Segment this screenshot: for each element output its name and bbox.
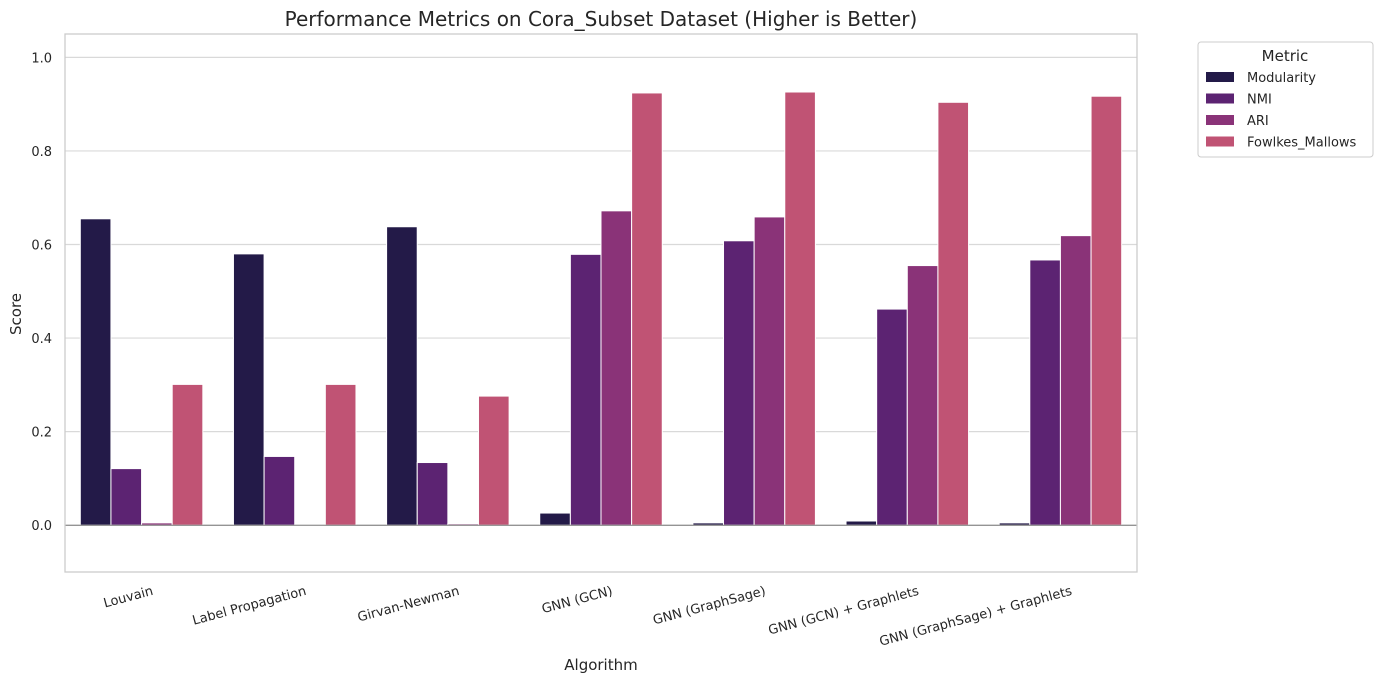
chart-title: Performance Metrics on Cora_Subset Datas…	[285, 7, 918, 31]
bar	[631, 92, 663, 526]
y-tick-label: 0.4	[31, 332, 52, 347]
x-axis-ticks: Louvain Label Propagation Girvan-Newman GNN…	[102, 584, 1074, 650]
bar	[232, 253, 265, 526]
legend-frame	[1197, 41, 1374, 158]
legend: Metric Modularity NMI ARI Fowlkes_Mallows	[1197, 41, 1374, 158]
bar	[723, 240, 755, 526]
legend-swatch	[1206, 93, 1234, 104]
bar	[324, 383, 357, 526]
y-tick-label: 0.6	[31, 239, 52, 254]
bar	[539, 512, 571, 526]
bar	[937, 101, 970, 526]
x-tick-label: GNN (GraphSage)	[651, 584, 767, 629]
legend-swatch	[1206, 115, 1234, 125]
y-tick-label: 1.0	[31, 51, 52, 66]
bar	[386, 226, 418, 526]
y-axis-ticks: 0.0 0.2 0.4 0.6 0.8 1.0	[31, 51, 52, 534]
legend-label: ARI	[1247, 114, 1269, 129]
bar	[263, 455, 296, 526]
bar	[416, 462, 449, 526]
legend-label: Modularity	[1247, 71, 1316, 86]
legend-title: Metric	[1262, 47, 1309, 65]
bars	[79, 91, 1123, 527]
bar	[569, 253, 602, 526]
y-axis-label: Score	[7, 293, 25, 335]
bar	[753, 216, 786, 526]
x-tick-label: GNN (GCN)	[540, 584, 614, 617]
bar	[171, 383, 204, 526]
x-axis-label: Algorithm	[564, 656, 637, 674]
legend-label: Fowlkes_Mallows	[1247, 136, 1357, 151]
x-tick-label: Girvan-Newman	[356, 584, 461, 626]
y-tick-label: 0.8	[31, 145, 52, 160]
bar	[876, 308, 908, 526]
bar	[1090, 95, 1123, 526]
bar	[784, 91, 816, 526]
y-tick-label: 0.2	[31, 426, 52, 441]
bar	[1059, 235, 1092, 526]
x-tick-label: Label Propagation	[191, 584, 308, 629]
bar	[1029, 259, 1061, 526]
bar	[845, 520, 878, 526]
bar	[600, 210, 633, 526]
bar	[110, 468, 143, 526]
bar	[79, 218, 112, 526]
legend-label: NMI	[1247, 93, 1272, 108]
bar	[906, 265, 939, 526]
y-tick-label: 0.0	[31, 519, 52, 534]
bar	[477, 395, 510, 526]
x-tick-label: Louvain	[102, 584, 155, 612]
legend-items: Modularity NMI ARI Fowlkes_Mallows	[1206, 71, 1357, 151]
legend-swatch	[1206, 136, 1234, 147]
plot-frame	[64, 33, 1138, 573]
legend-swatch	[1206, 72, 1234, 82]
